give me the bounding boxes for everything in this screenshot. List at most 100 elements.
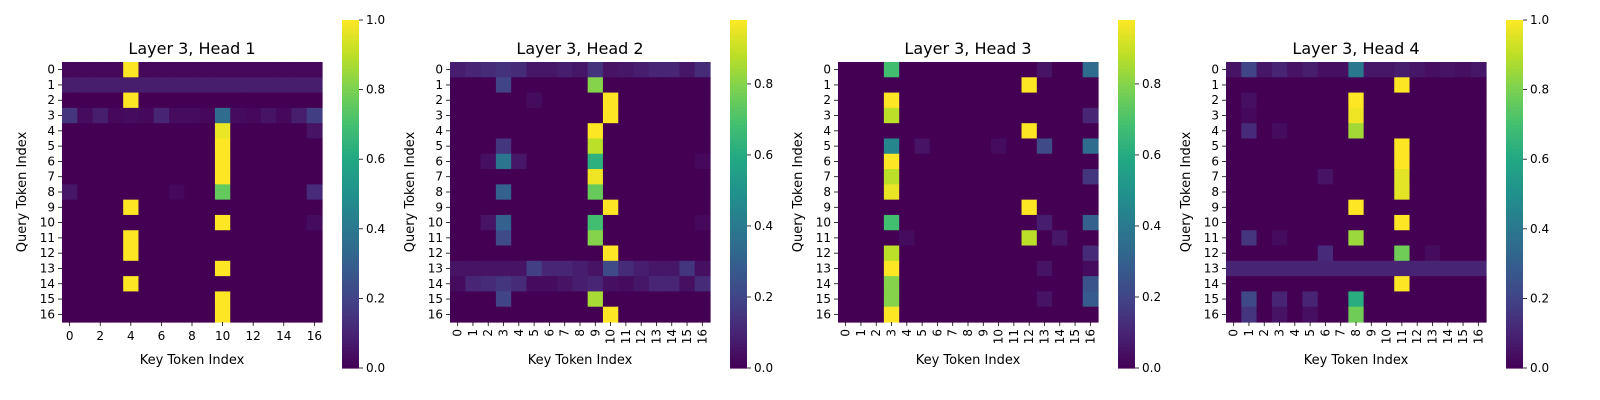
colorbar-segment: [730, 89, 747, 94]
heatmap-cell: [853, 62, 870, 78]
heatmap-cell: [465, 92, 482, 109]
heatmap-cell: [1036, 291, 1053, 308]
heatmap-cell: [1348, 230, 1365, 247]
heatmap-cell: [679, 230, 696, 247]
heatmap-cell: [1052, 230, 1069, 247]
heatmap-cell: [587, 77, 604, 94]
heatmap-cell: [1455, 169, 1472, 185]
heatmap-cell: [587, 245, 604, 262]
heatmap-cell: [1287, 214, 1304, 231]
heatmap-cell: [648, 199, 665, 216]
x-tick-label: 14: [1053, 329, 1067, 344]
colorbar-segment: [730, 124, 747, 129]
heatmap-cell: [1455, 306, 1472, 323]
heatmap-cell: [868, 107, 885, 124]
heatmap-cell: [1440, 138, 1457, 155]
heatmap-cell: [868, 153, 885, 170]
heatmap-cell: [1424, 214, 1441, 231]
heatmap-cell: [1256, 92, 1273, 109]
colorbar-tick-label: 0.2: [754, 290, 773, 304]
heatmap-cell: [587, 276, 604, 293]
heatmap-cell: [664, 107, 681, 124]
heatmap-cell: [1241, 138, 1258, 155]
heatmap-cell: [92, 123, 109, 140]
colorbar-segment: [1506, 246, 1523, 251]
heatmap-cell: [868, 138, 885, 155]
y-tick-label: 16: [1204, 307, 1219, 321]
heatmap-cell: [975, 245, 992, 262]
heatmap-cell: [1394, 184, 1411, 201]
heatmap-cell: [883, 107, 900, 124]
heatmap-cell: [587, 291, 604, 308]
heatmap-cell: [480, 306, 497, 323]
y-tick-label: 13: [1204, 261, 1219, 275]
colorbar-segment: [342, 298, 359, 303]
heatmap-cell: [465, 245, 482, 262]
y-tick-label: 0: [47, 63, 55, 77]
heatmap-cell: [602, 214, 619, 231]
heatmap-cell: [1241, 245, 1258, 262]
heatmap-cell: [541, 306, 558, 323]
heatmap-cell: [602, 306, 619, 323]
heatmap-cell: [1409, 123, 1426, 140]
heatmap-cell: [450, 153, 466, 170]
heatmap-cell: [77, 214, 94, 231]
heatmap-cell: [138, 123, 155, 140]
heatmap-cell: [153, 276, 170, 293]
y-tick-label: 4: [435, 124, 443, 138]
heatmap-cell: [633, 230, 650, 247]
x-axis-label: Key Token Index: [140, 353, 245, 368]
heatmap-cell: [618, 291, 635, 308]
x-tick-label: 8: [573, 329, 587, 337]
x-tick-label: 13: [1037, 329, 1051, 344]
y-tick-label: 12: [1204, 246, 1219, 260]
heatmap-cell: [1036, 199, 1053, 216]
heatmap-cell: [664, 199, 681, 216]
heatmap-cell: [1317, 92, 1334, 109]
colorbar-segment: [730, 294, 747, 299]
heatmap-cell: [838, 199, 854, 216]
colorbar-segment: [730, 239, 747, 244]
heatmap-cell: [1348, 92, 1365, 109]
x-tick-label: 12: [634, 329, 648, 344]
heatmap-cell: [77, 62, 94, 78]
heatmap-cell: [1378, 245, 1395, 262]
y-tick-label: 4: [47, 124, 55, 138]
colorbar-segment: [342, 65, 359, 70]
colorbar-segment: [342, 274, 359, 279]
heatmap-cell: [169, 92, 185, 109]
heatmap-cell: [975, 199, 992, 216]
heatmap-cell: [1271, 184, 1288, 201]
colorbar-segment: [1506, 187, 1523, 192]
heatmap-cell: [1363, 260, 1380, 277]
heatmap-cell: [526, 92, 543, 109]
y-tick-label: 3: [47, 109, 55, 123]
heatmap-cell: [138, 138, 155, 155]
heatmap-cell: [1409, 153, 1426, 170]
heatmap-cell: [1226, 138, 1242, 155]
colorbar-segment: [1118, 249, 1135, 254]
y-tick-label: 11: [428, 231, 443, 245]
heatmap-cell: [138, 62, 155, 78]
heatmap-cell: [602, 291, 619, 308]
heatmap-cell: [572, 199, 589, 216]
heatmap-cell: [245, 184, 262, 201]
x-tick-label: 11: [1395, 329, 1409, 344]
heatmap-cell: [276, 291, 293, 308]
heatmap-cell: [291, 199, 308, 216]
colorbar-segment: [342, 294, 359, 299]
heatmap-cell: [648, 169, 665, 185]
heatmap-cell: [230, 184, 247, 201]
heatmap-cell: [960, 62, 977, 78]
heatmap-cell: [1256, 123, 1273, 140]
x-tick-label: 6: [542, 329, 556, 337]
heatmap-cell: [230, 306, 247, 323]
heatmap-cell: [1317, 169, 1334, 185]
heatmap-cell: [1287, 291, 1304, 308]
colorbar-segment: [1506, 333, 1523, 338]
heatmap-cell: [572, 62, 589, 78]
heatmap-cell: [1052, 245, 1069, 262]
heatmap-cell: [245, 214, 262, 231]
colorbar-segment: [342, 364, 359, 369]
heatmap-cell: [1317, 107, 1334, 124]
